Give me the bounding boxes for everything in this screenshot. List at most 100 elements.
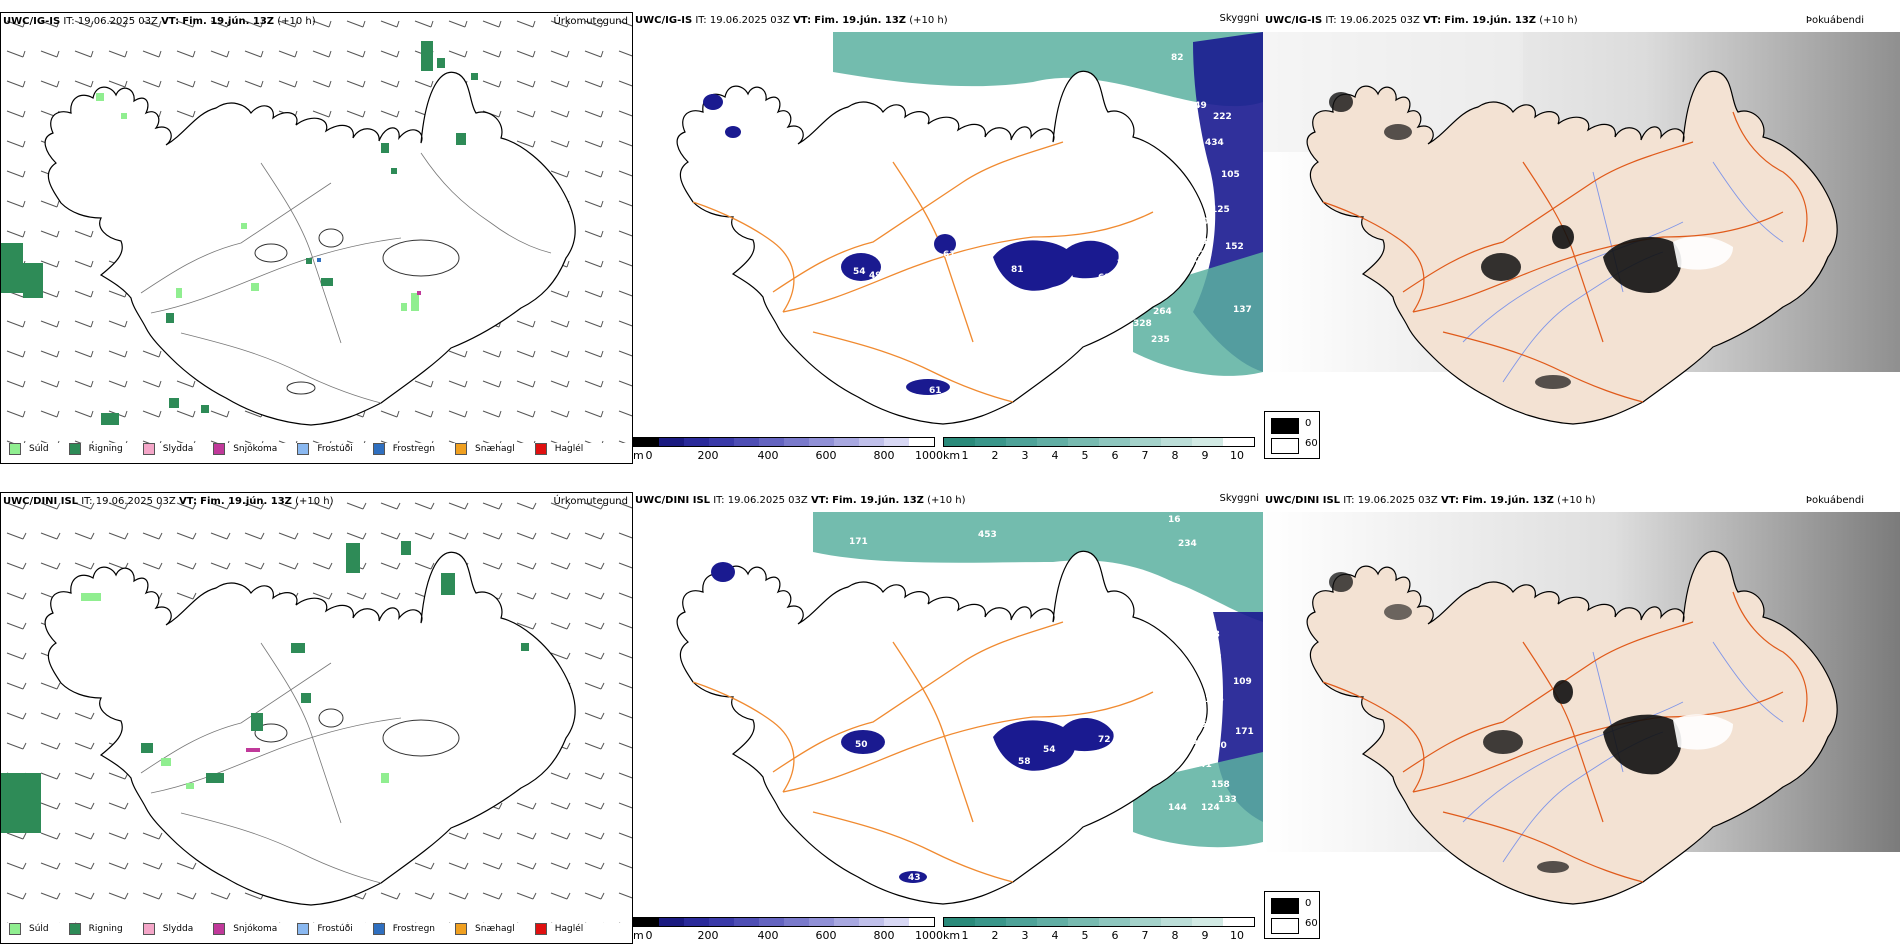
panel-title: Úrkomutegund bbox=[553, 16, 628, 27]
cloud-label: 266 bbox=[1145, 293, 1164, 303]
cloud-label: 109 bbox=[1233, 677, 1252, 687]
cloud-label: 222 bbox=[1213, 112, 1232, 122]
lead-time: (+10 h) bbox=[927, 495, 966, 506]
legend-item-rigning: Rigning bbox=[68, 443, 123, 455]
model-label: UWC/IG-IS bbox=[1265, 15, 1323, 26]
cloud-label: 141 bbox=[1193, 760, 1212, 770]
vt-value: Fim. 19.jún. 13Z bbox=[200, 496, 292, 507]
it-label: IT: bbox=[1325, 15, 1337, 26]
cloud-label: 235 bbox=[1151, 335, 1170, 345]
visibility-tick: 1 bbox=[961, 449, 969, 462]
cloud-label: 49 bbox=[869, 271, 882, 281]
cloud-label: 50 bbox=[855, 740, 868, 750]
visibility-tick: 2 bbox=[991, 929, 999, 942]
legend-item-slydda: Slydda bbox=[142, 443, 193, 455]
vt-value: Fim. 19.jún. 13Z bbox=[182, 16, 275, 27]
vt-value: Fim. 19.jún. 13Z bbox=[1462, 495, 1554, 506]
cloud-label: 73 bbox=[1117, 259, 1130, 269]
height-tick: 0 bbox=[645, 929, 653, 942]
precip-legend: Súld Rigning Slydda Snjókoma Frostúði Fr… bbox=[1, 438, 595, 460]
legend-item-slydda: Slydda bbox=[142, 923, 193, 935]
panel-title: Þokuábendi bbox=[1805, 15, 1864, 26]
visibility-tick: 9 bbox=[1201, 929, 1209, 942]
visibility-unit: km bbox=[943, 449, 961, 462]
visibility-tick: 10 bbox=[1230, 449, 1244, 462]
legend-item-snjokoma: Snjókoma bbox=[213, 443, 277, 455]
cloud-label: 349 bbox=[1188, 101, 1207, 111]
fog-legend: 0 60 bbox=[1264, 411, 1320, 459]
precip-legend: Súld Rigning Slydda Snjókoma Frostúði Fr… bbox=[1, 918, 595, 940]
height-tick: 600 bbox=[815, 929, 837, 942]
vt-label: VT: bbox=[1440, 495, 1459, 506]
cloud-label: 328 bbox=[1133, 319, 1152, 329]
panel-header: UWC/IG-IS IT: 19.06.2025 03Z VT: Fim. 19… bbox=[1, 13, 632, 31]
cloud-height-labels: 82 349 222 434 105 125 100 135 128 152 1… bbox=[853, 53, 1252, 396]
visibility-tick: 5 bbox=[1081, 449, 1089, 462]
fog-legend-high: 60 bbox=[1305, 438, 1318, 449]
vt-label: VT: bbox=[810, 495, 829, 506]
cloud-label: 152 bbox=[1225, 242, 1244, 252]
cloud-label: 72 bbox=[1098, 735, 1111, 745]
visibility-tick: 7 bbox=[1141, 449, 1149, 462]
legend-item-haglel: Haglél bbox=[534, 443, 583, 455]
cloud-map: 171 453 16 234 124 208 163 109 106 171 1… bbox=[676, 512, 1263, 905]
cloud-label: 234 bbox=[1178, 539, 1197, 549]
fog-panel-bottom: UWC/DINI ISL IT: 19.06.2025 03Z VT: Fim.… bbox=[1263, 492, 1900, 944]
cloud-label: 105 bbox=[1221, 170, 1240, 180]
panel-header: UWC/IG-IS IT: 19.06.2025 03Z VT: Fim. 19… bbox=[633, 12, 1263, 30]
height-scale: m 0 200 400 600 800 1000 bbox=[633, 917, 943, 944]
cloud-label: 37 bbox=[1053, 315, 1066, 325]
model-label: UWC/IG-IS bbox=[3, 16, 61, 27]
height-scale: m 0 200 400 600 800 1000 bbox=[633, 437, 943, 464]
legend-item-frostudi: Frostúði bbox=[297, 443, 353, 455]
visibility-tick: 5 bbox=[1081, 929, 1089, 942]
cloud-label: 61 bbox=[943, 250, 956, 260]
height-tick: 200 bbox=[697, 929, 719, 942]
cloud-label: 124 bbox=[1201, 803, 1220, 813]
legend-item-sudl: Súld bbox=[9, 923, 49, 935]
cloud-label: 264 bbox=[1153, 307, 1172, 317]
vt-label: VT: bbox=[1423, 15, 1442, 26]
cloud-label: 158 bbox=[1211, 780, 1230, 790]
cloud-label: 81 bbox=[1011, 265, 1024, 275]
cloud-label: 124 bbox=[1163, 590, 1182, 600]
cloud-label: 54 bbox=[1043, 745, 1056, 755]
precip-map bbox=[1, 13, 632, 443]
cloud-label: 208 bbox=[1201, 630, 1220, 640]
cloud-map: 82 349 222 434 105 125 100 135 128 152 1… bbox=[676, 32, 1263, 425]
it-label: IT: bbox=[63, 16, 75, 27]
it-label: IT: bbox=[1343, 495, 1355, 506]
height-bin bbox=[634, 438, 659, 446]
visibility-tick: 4 bbox=[1051, 929, 1059, 942]
height-tick: 800 bbox=[873, 929, 895, 942]
lead-time: (+10 h) bbox=[277, 16, 316, 27]
cloud-label: 133 bbox=[1218, 795, 1237, 805]
cloud-label: 130 bbox=[1208, 741, 1227, 751]
cloud-label: 453 bbox=[978, 530, 997, 540]
visibility-tick: 4 bbox=[1051, 449, 1059, 462]
visibility-tick: 1 bbox=[961, 929, 969, 942]
lead-time: (+10 h) bbox=[909, 15, 948, 26]
model-label: UWC/IG-IS bbox=[635, 15, 693, 26]
cloud-label: 173 bbox=[1098, 612, 1117, 622]
cloud-label: 43 bbox=[908, 873, 921, 883]
it-label: IT: bbox=[81, 496, 93, 507]
panel-header: UWC/DINI ISL IT: 19.06.2025 03Z VT: Fim.… bbox=[1263, 492, 1900, 510]
height-tick: 0 bbox=[645, 449, 653, 462]
height-tick: 800 bbox=[873, 449, 895, 462]
cloud-label: 54 bbox=[853, 267, 866, 277]
it-value: 19.06.2025 03Z bbox=[77, 16, 158, 27]
visibility-tick: 6 bbox=[1111, 929, 1119, 942]
height-tick: 400 bbox=[757, 929, 779, 942]
precip-map bbox=[1, 493, 632, 923]
cloud-label: 58 bbox=[1018, 757, 1031, 767]
vt-label: VT: bbox=[161, 16, 180, 27]
cloud-label: 123 bbox=[1123, 305, 1142, 315]
panel-header: UWC/DINI ISL IT: 19.06.2025 03Z VT: Fim.… bbox=[1, 493, 632, 511]
cloud-label: 434 bbox=[1205, 138, 1224, 148]
cloud-label: 171 bbox=[849, 537, 868, 547]
panel-header: UWC/DINI ISL IT: 19.06.2025 03Z VT: Fim.… bbox=[633, 492, 1263, 510]
precip-panel-bottom: UWC/DINI ISL IT: 19.06.2025 03Z VT: Fim.… bbox=[0, 492, 633, 944]
legend-item-frostregn: Frostregn bbox=[372, 923, 435, 935]
visibility-tick: 9 bbox=[1201, 449, 1209, 462]
